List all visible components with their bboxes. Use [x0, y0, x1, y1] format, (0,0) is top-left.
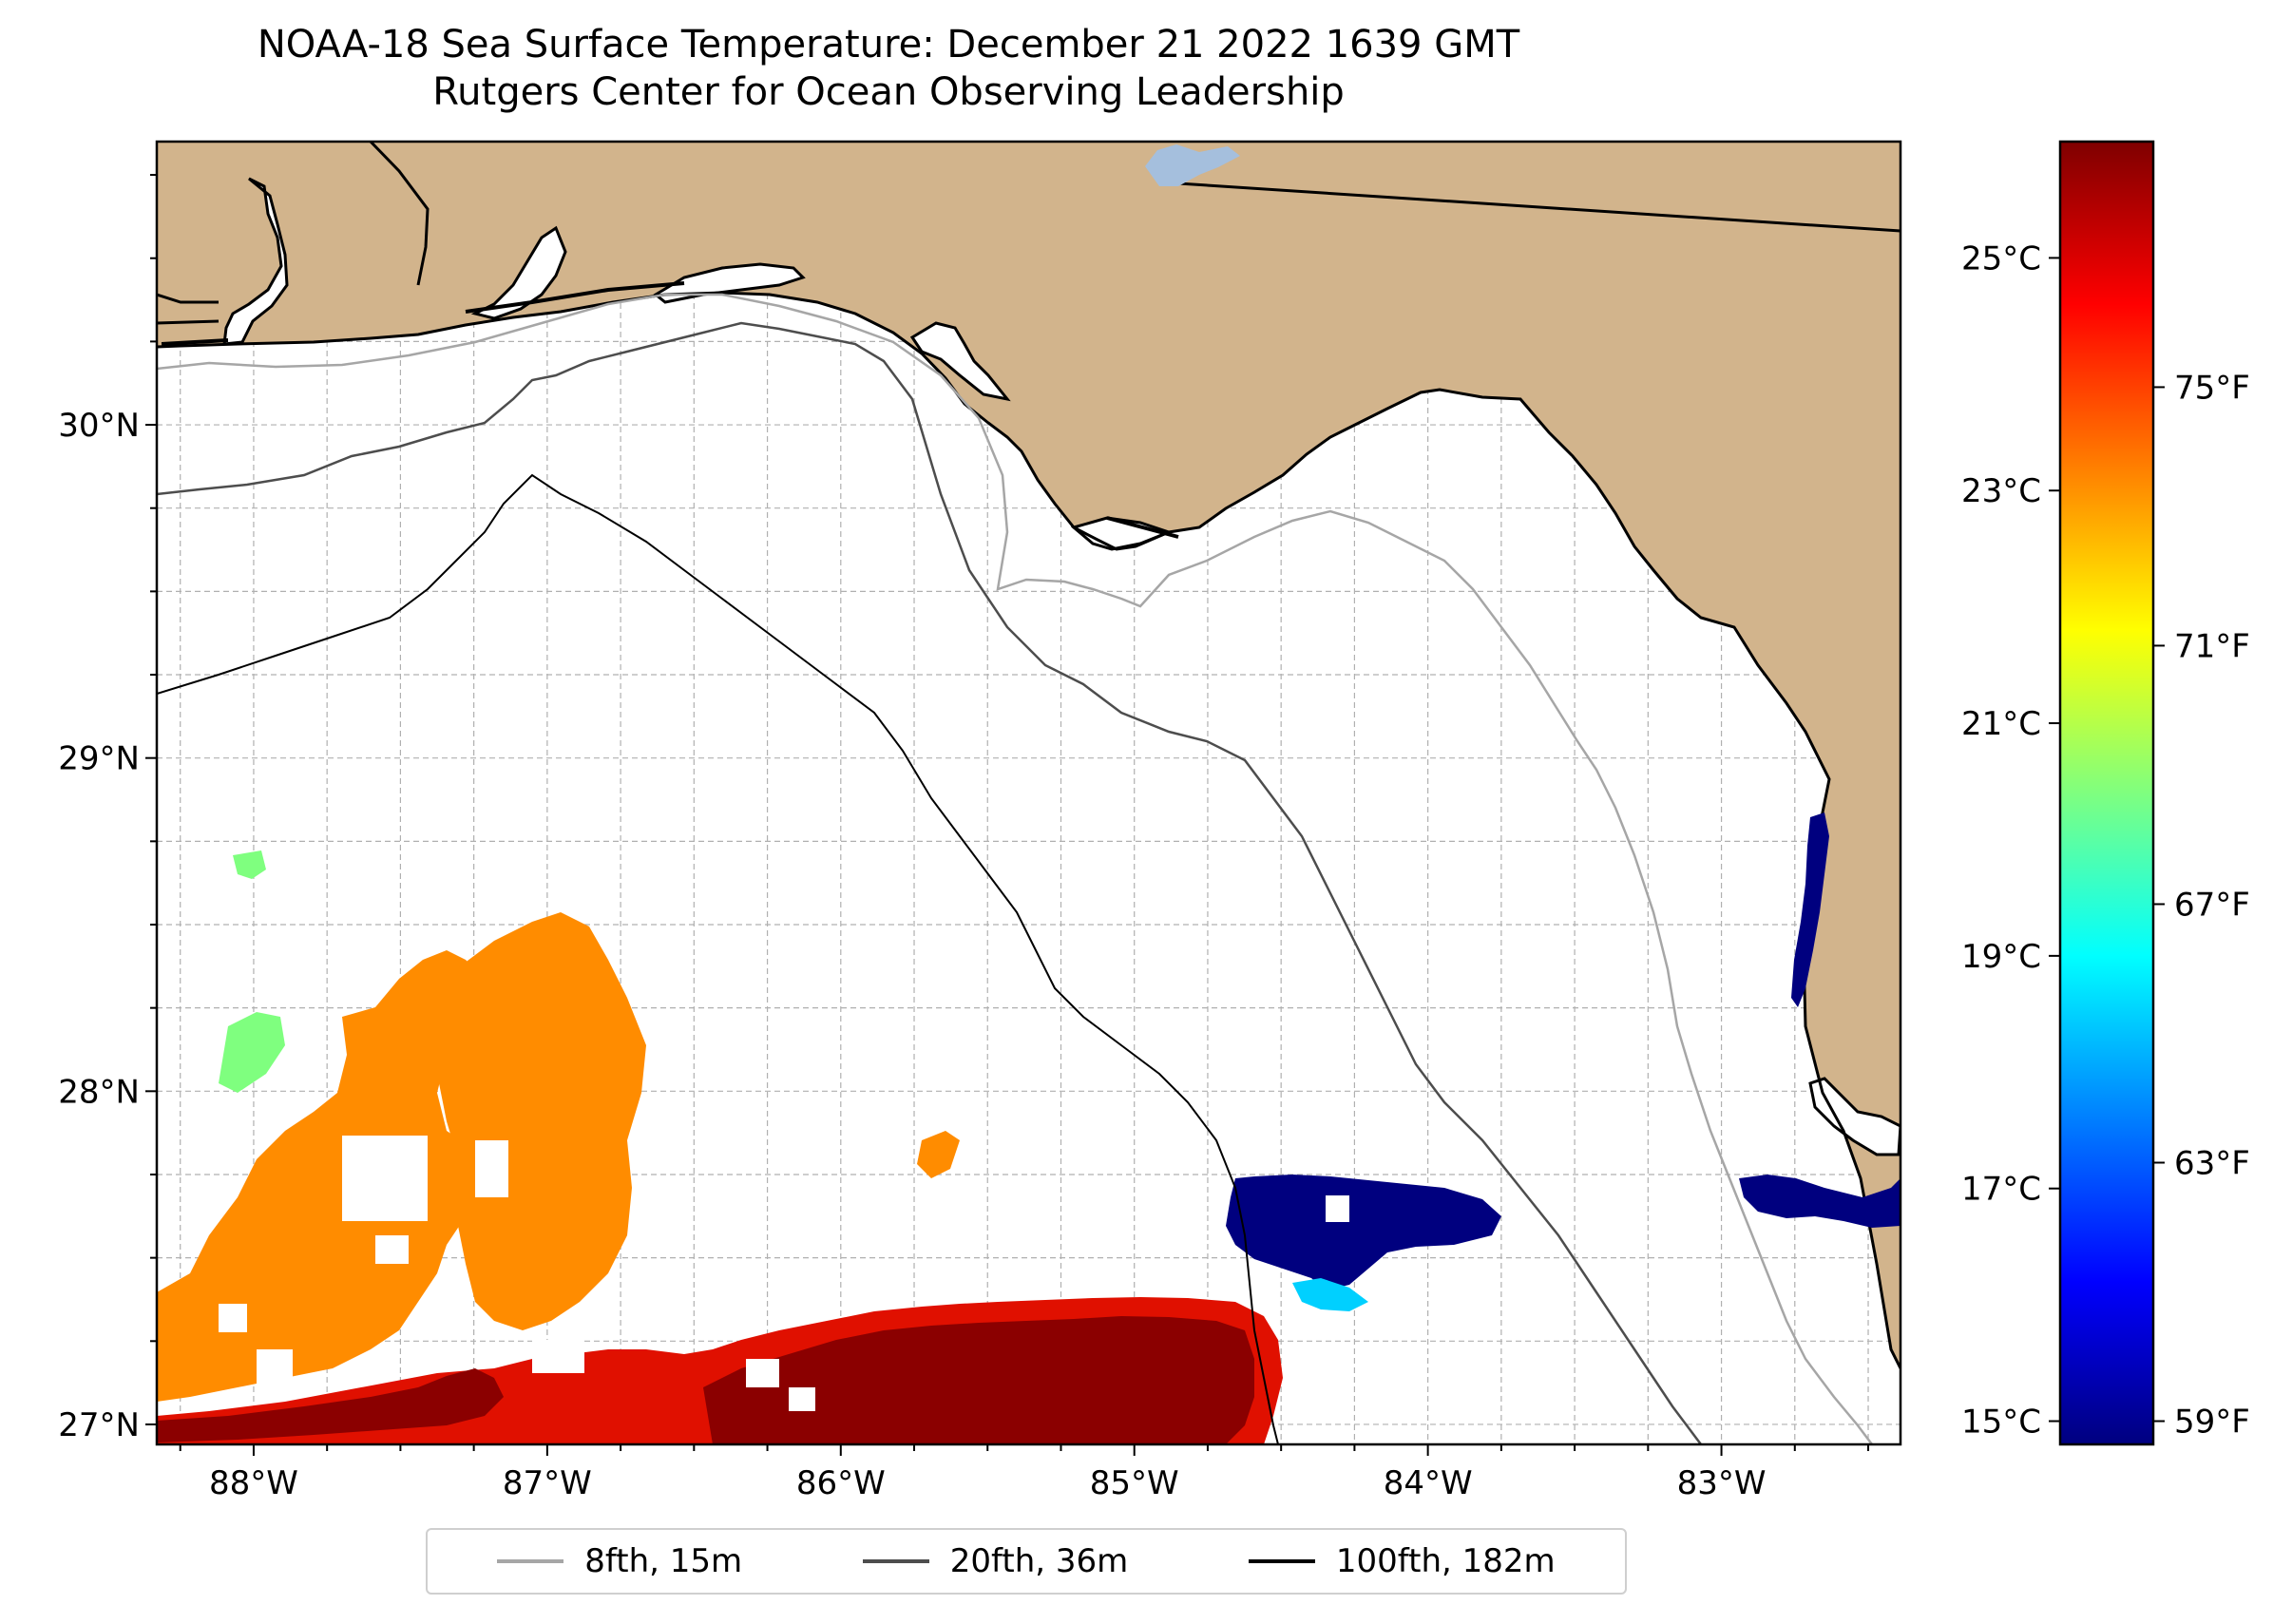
lake-seminole	[1145, 144, 1240, 186]
sst-cool-patch-east	[1739, 1175, 1900, 1228]
north-shore-lines	[157, 142, 430, 325]
title-line-1: NOAA-18 Sea Surface Temperature: Decembe…	[257, 23, 1520, 67]
barrier-islands	[161, 281, 1179, 539]
lat-tick-label: 27°N	[58, 1406, 140, 1444]
colorbar-fahrenheit-label: 75°F	[2174, 369, 2250, 407]
map-frame	[155, 140, 1902, 1446]
sst-teal-fringe	[1292, 1278, 1368, 1311]
colorbar-celsius-label: 23°C	[1961, 472, 2041, 510]
legend-label-8fth: 8fth, 15m	[584, 1542, 743, 1580]
legend-item-100fth: 100fth, 182m	[1248, 1542, 1556, 1580]
colorbar: 15°C 17°C 19°C 21°C 23°C 25°C 59°F 63°F 67°F 71°F…	[1961, 140, 2250, 1446]
colorbar-fahrenheit-label: 71°F	[2174, 627, 2250, 665]
map-title: NOAA-18 Sea Surface Temperature: Decembe…	[152, 21, 1625, 116]
lat-tick-label: 28°N	[58, 1073, 140, 1111]
st-andrew-bay	[909, 321, 1011, 402]
legend-label-100fth: 100fth, 182m	[1335, 1542, 1556, 1580]
sst-data	[157, 812, 1900, 1444]
title-line-2: Rutgers Center for Ocean Observing Leade…	[432, 70, 1345, 114]
lat-tick-label: 29°N	[58, 740, 140, 778]
colorbar-celsius-label: 25°C	[1961, 239, 2041, 277]
lon-tick-label: 88°W	[209, 1464, 298, 1502]
isobath-100fth	[157, 473, 1279, 1444]
colorbar-ticks: 15°C 17°C 19°C 21°C 23°C 25°C 59°F 63°F 67°F 71°F…	[1961, 239, 2250, 1441]
cloud-gaps	[219, 1136, 1349, 1411]
land-mass	[157, 142, 1900, 1368]
state-border	[1177, 182, 1900, 233]
lon-tick-label: 86°W	[796, 1464, 886, 1502]
legend-item-20fth: 20fth, 36m	[862, 1542, 1129, 1580]
legend-swatch-8fth	[497, 1559, 564, 1563]
colorbar-frame	[2058, 140, 2155, 1446]
sst-cool-patch	[1226, 1175, 1501, 1290]
lon-tick-label: 85°W	[1090, 1464, 1179, 1502]
isobath-20fth	[157, 321, 1702, 1444]
map-axes: 88°W 87°W 86°W 85°W 84°W 83°W 27°N 28°N 29°N 30°N	[58, 174, 1870, 1502]
sst-hot-core-south	[703, 1316, 1254, 1444]
legend-item-8fth: 8fth, 15m	[497, 1542, 742, 1580]
colorbar-fahrenheit-label: 67°F	[2174, 886, 2250, 924]
pensacola-bay	[470, 225, 567, 320]
sst-warm-patch-center	[428, 912, 646, 1330]
legend-swatch-100fth	[1248, 1559, 1315, 1563]
lon-tick-label: 87°W	[503, 1464, 592, 1502]
sst-hot-core-west	[157, 1368, 504, 1442]
sst-warm-patch-west	[157, 950, 494, 1402]
lon-tick-label: 84°W	[1384, 1464, 1473, 1502]
colorbar-celsius-label: 19°C	[1961, 938, 2041, 976]
sst-cool-coastal-strip	[1791, 812, 1829, 1007]
colorbar-celsius-label: 17°C	[1961, 1171, 2041, 1209]
isobath-8fth	[157, 293, 1873, 1444]
lat-tick-label: 30°N	[58, 407, 140, 445]
sst-patch-north	[219, 1012, 285, 1093]
isobath-legend: 8fth, 15m 20fth, 36m 100fth, 182m	[426, 1528, 1627, 1595]
lon-tick-label: 83°W	[1677, 1464, 1767, 1502]
colorbar-gradient	[2060, 142, 2153, 1444]
sst-patch-small	[917, 1131, 960, 1178]
colorbar-fahrenheit-label: 59°F	[2174, 1404, 2250, 1442]
colorbar-fahrenheit-label: 63°F	[2174, 1144, 2250, 1182]
legend-label-20fth: 20fth, 36m	[949, 1542, 1129, 1580]
mobile-bay	[222, 177, 289, 346]
colorbar-celsius-label: 15°C	[1961, 1404, 2041, 1442]
legend-swatch-20fth	[862, 1559, 929, 1563]
colorbar-celsius-label: 21°C	[1961, 705, 2041, 743]
sst-patch-tiny	[233, 850, 266, 879]
